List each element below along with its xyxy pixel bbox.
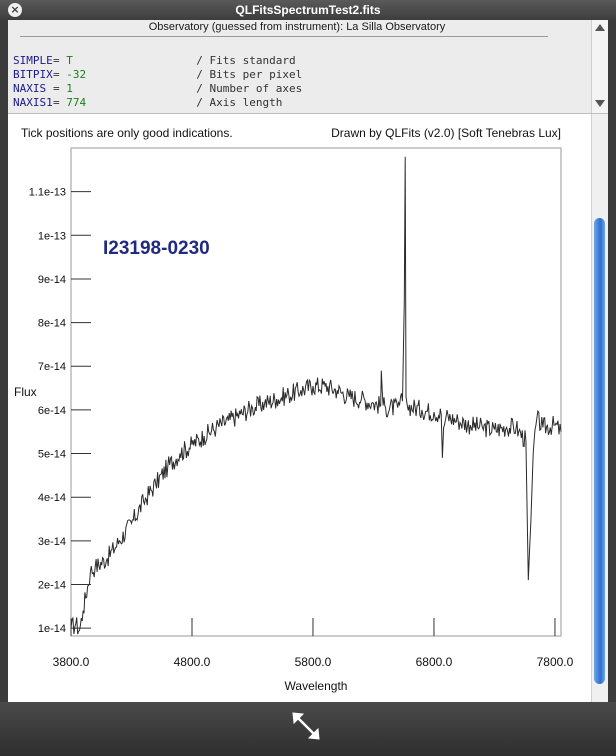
x-tick-label: 5800.0 [295, 655, 332, 669]
fits-value: -32 [66, 68, 87, 81]
spectrum-chart: Tick positions are only good indications… [14, 126, 574, 693]
spectrum-pane[interactable]: Tick positions are only good indications… [8, 114, 608, 702]
tick-note: Tick positions are only good indications… [21, 126, 233, 140]
fits-keyword: NAXIS1 [13, 96, 53, 109]
y-tick-label: 3e-14 [38, 536, 66, 548]
y-tick-label: 1e-13 [38, 230, 66, 242]
fits-comment: / Axis length [196, 96, 283, 109]
fits-card: NAXIS = 1/ Number of axes [13, 82, 303, 95]
fits-value: 1 [66, 82, 73, 95]
fits-keyword: SIMPLE [13, 54, 53, 67]
y-tick-label: 9e-14 [38, 274, 66, 286]
expand-arrows-icon [292, 712, 320, 740]
y-axis-label: Flux [14, 385, 37, 399]
fits-card: NAXIS1= 774/ Axis length [13, 96, 283, 109]
scrollbar-thumb[interactable] [594, 218, 605, 684]
credit-note: Drawn by QLFits (v2.0) [Soft Tenebras Lu… [331, 126, 561, 140]
plot-frame [70, 147, 562, 637]
window-title: QLFitsSpectrumTest2.fits [235, 3, 381, 17]
fits-card: SIMPLE= T / Fits standard [13, 54, 296, 67]
header-scrollbar[interactable] [591, 20, 608, 113]
y-tick-label: 6e-14 [38, 405, 66, 417]
x-axis-label: Wavelength [285, 679, 348, 693]
title-bar[interactable]: × QLFitsSpectrumTest2.fits [0, 0, 616, 20]
fits-keyword: NAXIS [13, 82, 47, 95]
fits-card: BITPIX= -32/ Bits per pixel [13, 68, 303, 81]
y-axis: 1e-14 2e-14 3e-14 4e-14 5e-14 6e-14 7e-14 8e-14… [29, 187, 91, 635]
bottom-toolbar [0, 702, 616, 756]
x-tick-label: 6800.0 [416, 655, 453, 669]
y-tick-label: 7e-14 [38, 361, 66, 373]
x-tick-label: 4800.0 [174, 655, 211, 669]
window-frame-right [608, 20, 616, 702]
fits-value: 774 [66, 96, 87, 109]
y-tick-label: 4e-14 [38, 492, 66, 504]
scroll-down-arrow-icon[interactable] [595, 100, 605, 107]
observatory-line: Observatory (guessed from instrument): L… [148, 21, 446, 33]
x-tick-label: 7800.0 [537, 655, 574, 669]
scroll-up-arrow-icon[interactable] [595, 24, 605, 31]
y-tick-label: 5e-14 [38, 449, 66, 461]
spectrum-series-line [70, 156, 562, 635]
y-tick-label: 1e-14 [38, 623, 66, 635]
header-divider [20, 36, 548, 37]
close-icon[interactable]: × [8, 3, 22, 17]
fits-comment: / Fits standard [196, 54, 296, 67]
x-tick-label: 3800.0 [53, 655, 90, 669]
fits-keyword: BITPIX [13, 68, 53, 81]
fits-header-pane[interactable]: Observatory (guessed from instrument): L… [8, 20, 608, 114]
fullscreen-toggle-button[interactable] [288, 711, 324, 741]
object-label: I23198-0230 [103, 238, 210, 259]
fits-comment: / Bits per pixel [196, 68, 303, 81]
fits-value: T [66, 54, 73, 67]
y-tick-label: 2e-14 [38, 579, 66, 591]
y-tick-label: 8e-14 [38, 318, 66, 330]
x-axis: 3800.0 4800.0 5800.0 6800.0 7800.0 [53, 618, 574, 669]
spectrum-scrollbar[interactable] [591, 114, 608, 702]
y-tick-label: 1.1e-13 [29, 187, 66, 199]
fits-comment: / Number of axes [196, 82, 303, 95]
window-frame-left [0, 20, 8, 702]
